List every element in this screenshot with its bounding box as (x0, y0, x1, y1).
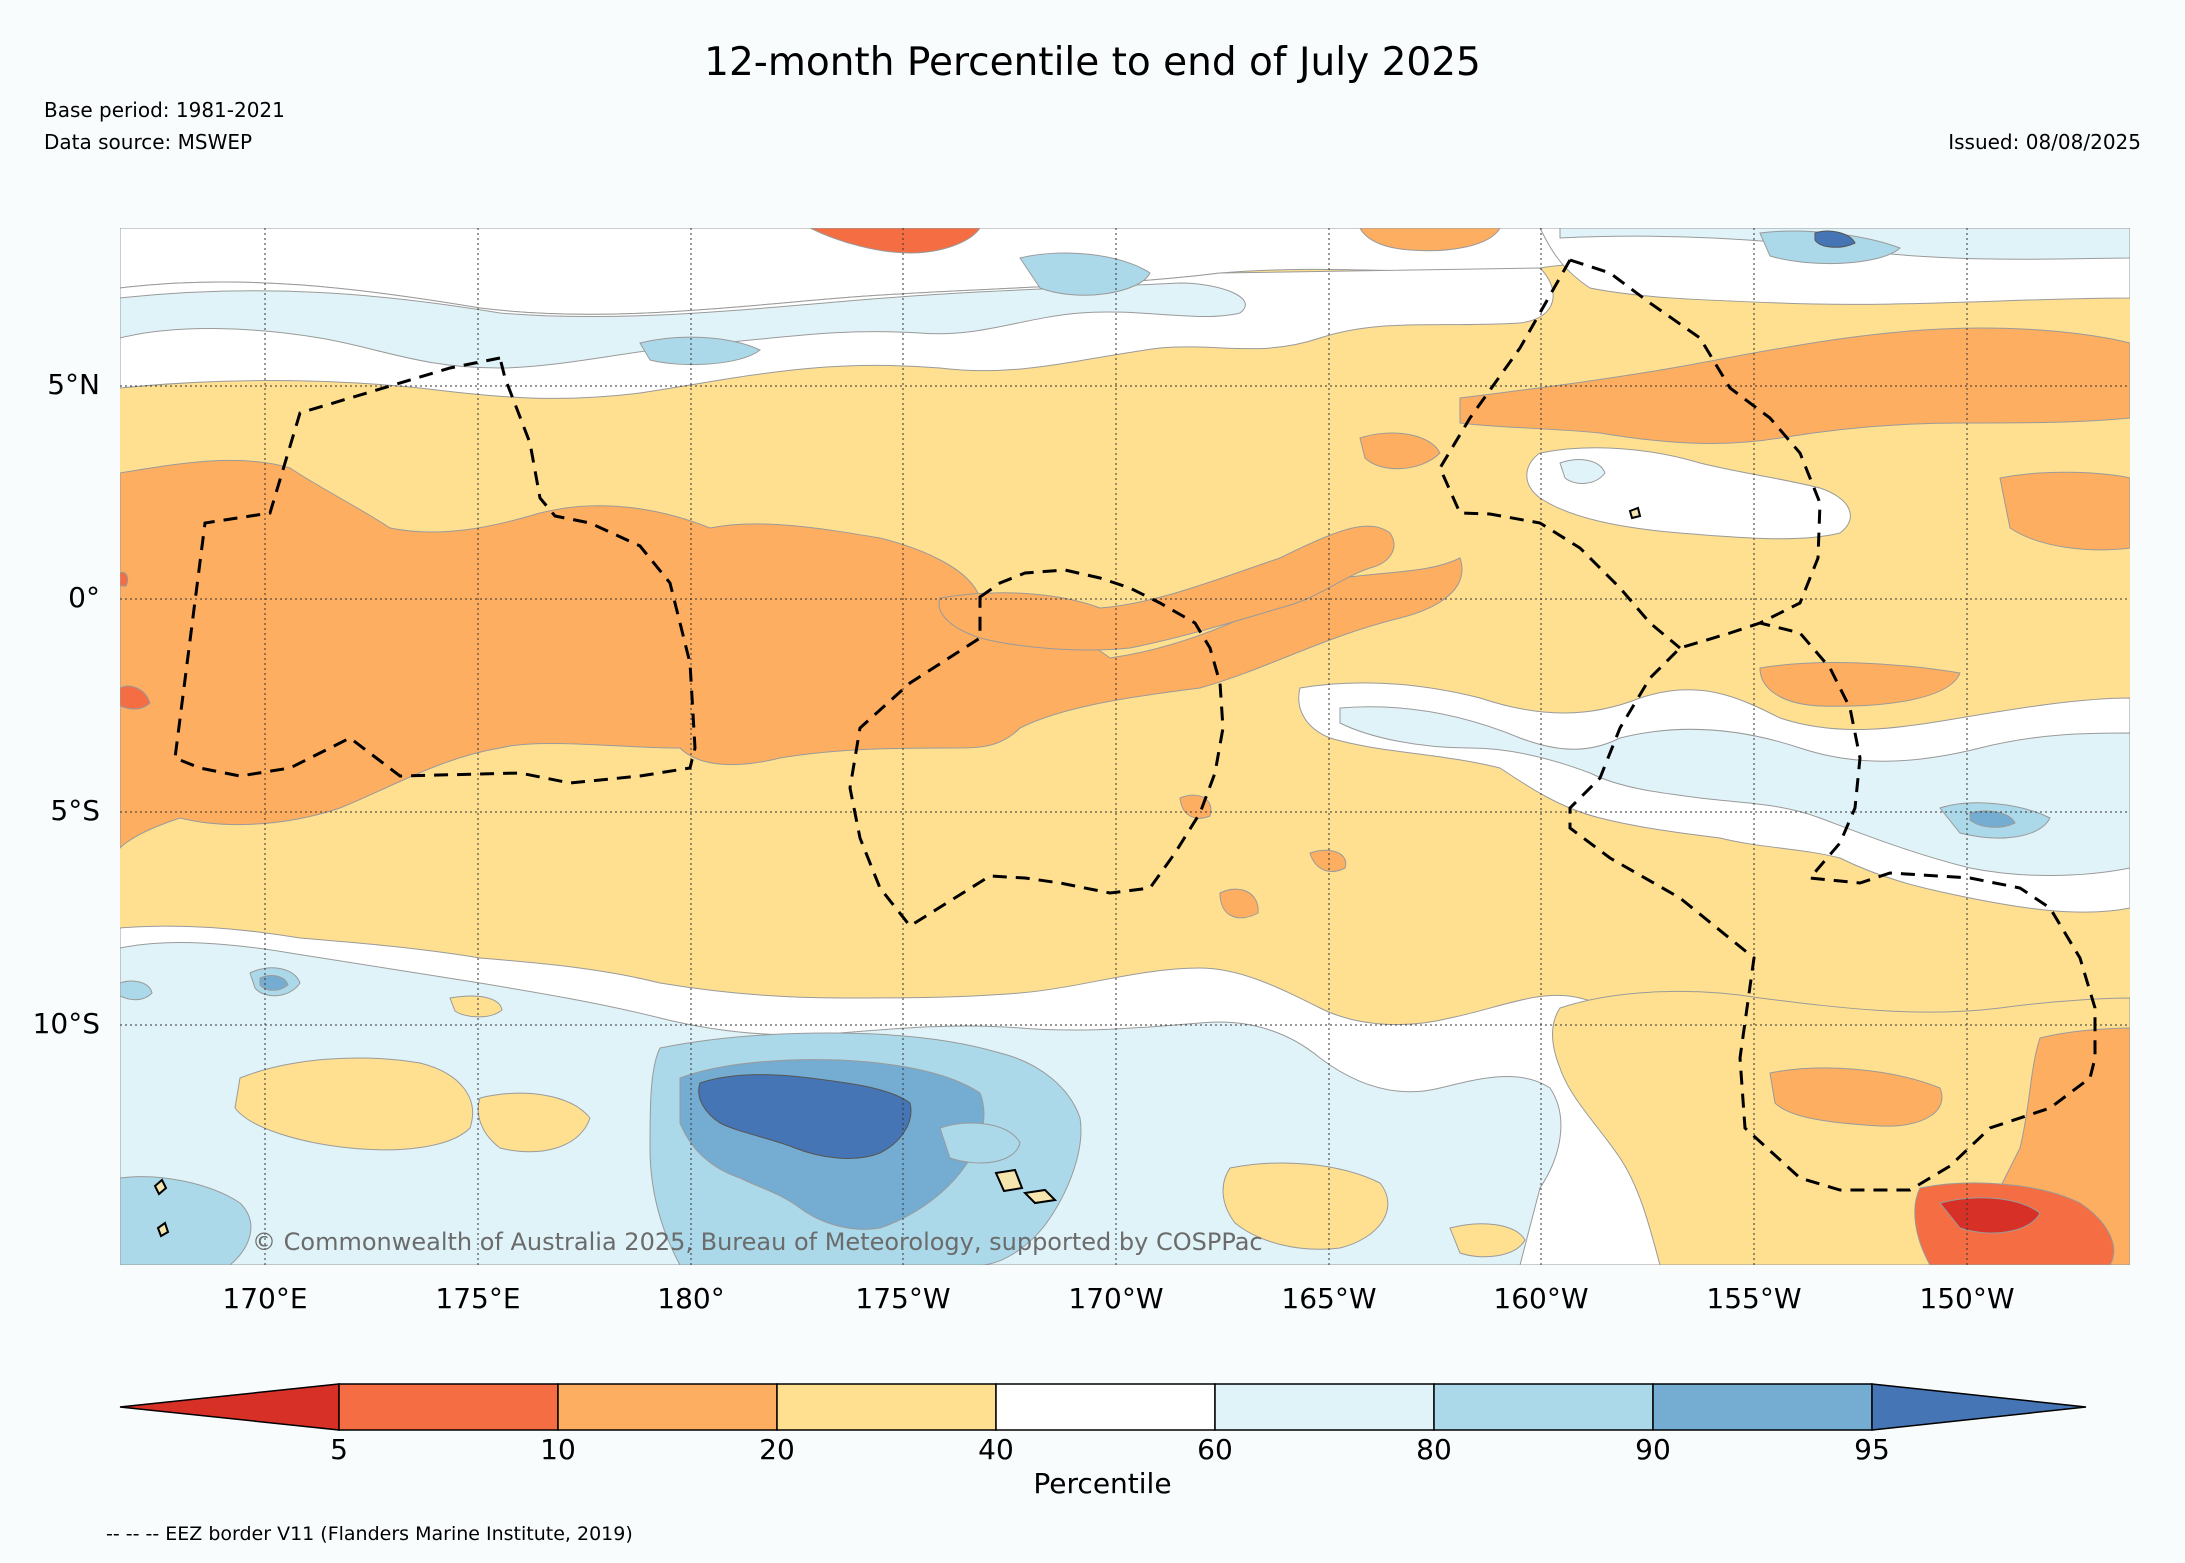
lat-label-10S: 10°S (32, 1007, 100, 1040)
east-small-orange-10-20 (1359, 432, 1441, 470)
colorbar-tick-60: 60 (1197, 1433, 1233, 1466)
east-equator-60-80 (1559, 459, 1606, 484)
east-equator-40-60 (1526, 447, 1851, 540)
eez-border-north-link (1438, 259, 1681, 650)
north-patch-80-90-b (1019, 252, 1151, 296)
colorbar (118, 1382, 2088, 1442)
colorbar-segment-10-20 (557, 1383, 778, 1431)
colorbar-segment-90-95 (1652, 1383, 1873, 1431)
lon-label-170E: 170°E (222, 1282, 308, 1315)
south-west-20-40-c (449, 995, 503, 1018)
island-samoa-b (1022, 1188, 1058, 1205)
colorbar-tick-10: 10 (540, 1433, 576, 1466)
colorbar-tick-90: 90 (1635, 1433, 1671, 1466)
south-west-20-40-b (477, 1092, 591, 1153)
south-west-80-90 (119, 1176, 252, 1266)
lat-label-0: 0° (68, 581, 100, 614)
eez-border-tokelau (848, 568, 1225, 928)
eez-footnote: -- -- -- EEZ border V11 (Flanders Marine… (106, 1523, 633, 1545)
lon-label-150W: 150°W (1919, 1282, 2015, 1315)
colorbar-tick-80: 80 (1416, 1433, 1452, 1466)
data-source-label: Data source: MSWEP (44, 130, 253, 154)
lon-label-175E: 175°E (435, 1282, 521, 1315)
lon-label-170W: 170°W (1068, 1282, 1164, 1315)
lon-label-165W: 165°W (1281, 1282, 1377, 1315)
graticule (120, 228, 2130, 1265)
south-central-20-40 (1222, 1162, 1389, 1250)
south-east-below-5 (1939, 1197, 2041, 1234)
north-patch-60-80 (119, 282, 1246, 369)
north-east-95 (1814, 230, 1856, 248)
colorbar-canvas (119, 1383, 2087, 1431)
south-west-patch-90-95 (259, 975, 289, 991)
small-orange-patch-a (1219, 888, 1259, 919)
south-band-95 (698, 1074, 912, 1159)
island-samoa-a (994, 1168, 1024, 1193)
west-orange-10-20 (119, 459, 1463, 850)
islands (153, 506, 1642, 1238)
lat-label-5N: 5°N (47, 368, 100, 401)
top-patch-5-10 (809, 227, 981, 254)
island-tuvalu-b (156, 1221, 170, 1238)
south-east-10-20 (1769, 1067, 1943, 1127)
island-small-north (1628, 506, 1642, 520)
colorbar-segment-below-5 (119, 1383, 340, 1431)
base-period-label: Base period: 1981-2021 (44, 98, 285, 122)
south-central-20-40-b (1449, 1223, 1526, 1258)
colorbar-tick-40: 40 (978, 1433, 1014, 1466)
colorbar-segment-5-10 (338, 1383, 559, 1431)
small-orange-patch-b (1309, 849, 1347, 872)
colorbar-segment-20-40 (776, 1383, 997, 1431)
colorbar-label: Percentile (1033, 1467, 1172, 1500)
colorbar-segment-80-90 (1433, 1383, 1654, 1431)
lon-label-155W: 155°W (1706, 1282, 1802, 1315)
colorbar-tick-20: 20 (759, 1433, 795, 1466)
east-band-60-80 (1339, 706, 2131, 876)
colorbar-segment-above-95 (1871, 1383, 2087, 1431)
eez-border-kiribati-line (1568, 258, 2097, 1192)
eez-borders (173, 258, 2097, 1192)
issued-date-label: Issued: 08/08/2025 (1948, 130, 2141, 154)
island-tuvalu-a (153, 1178, 168, 1196)
central-orange-10-20 (938, 525, 1395, 651)
east-mid-orange-10-20 (1759, 662, 1961, 707)
eez-border-kiribati-gilbert (173, 356, 697, 785)
east-band-90-95 (1969, 810, 2016, 828)
copyright-notice: © Commonwealth of Australia 2025, Bureau… (252, 1228, 1263, 1256)
lat-label-5S: 5°S (50, 794, 100, 827)
colorbar-segment-40-60 (995, 1383, 1216, 1431)
colorbar-tick-5: 5 (330, 1433, 348, 1466)
colorbar-tick-95: 95 (1854, 1433, 1890, 1466)
west-red-patch-5-10 (119, 685, 151, 710)
lon-label-175W: 175°W (855, 1282, 951, 1315)
south-west-patch-80-90-b (119, 980, 153, 1001)
lon-label-160W: 160°W (1493, 1282, 1589, 1315)
south-east-80-90-islands (939, 1122, 1021, 1164)
map-canvas: © Commonwealth of Australia 2025, Bureau… (119, 227, 2131, 1266)
lon-label-180: 180° (657, 1282, 725, 1315)
top-patch-10-20 (1359, 227, 1501, 252)
west-red-patch-5-10-b (119, 571, 129, 587)
percentile-map: © Commonwealth of Australia 2025, Bureau… (119, 227, 2131, 1266)
colorbar-segment-60-80 (1214, 1383, 1435, 1431)
map-title: 12-month Percentile to end of July 2025 (704, 40, 1481, 85)
north-patch-80-90 (639, 336, 761, 366)
south-west-20-40 (234, 1057, 474, 1151)
